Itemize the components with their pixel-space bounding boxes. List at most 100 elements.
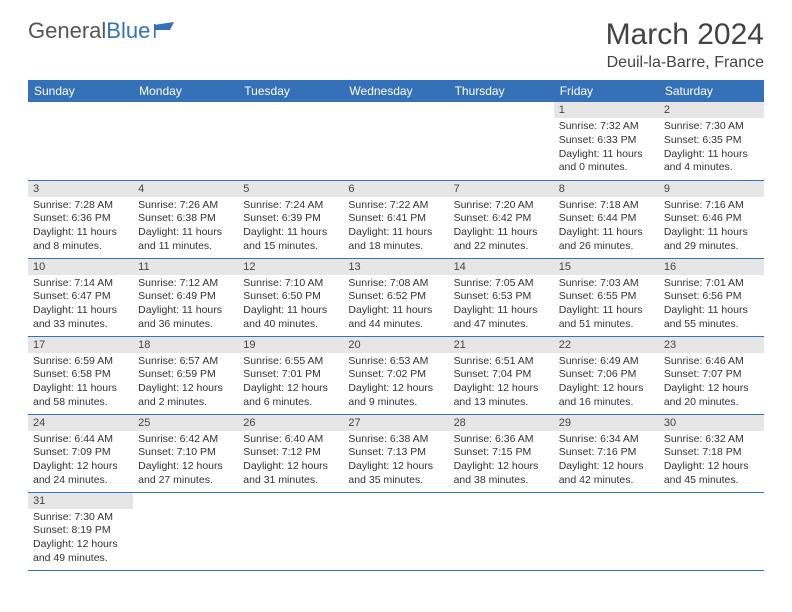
month-title: March 2024: [606, 18, 764, 52]
day-line: and 4 minutes.: [664, 161, 759, 175]
day-line: Sunset: 6:52 PM: [348, 290, 443, 304]
day-number: 7: [449, 181, 554, 197]
day-line: Daylight: 12 hours: [559, 460, 654, 474]
day-line: Sunset: 6:55 PM: [559, 290, 654, 304]
calendar-body: 1Sunrise: 7:32 AMSunset: 6:33 PMDaylight…: [28, 102, 764, 570]
day-line: Sunset: 6:35 PM: [664, 134, 759, 148]
day-line: Sunrise: 6:59 AM: [33, 355, 128, 369]
day-body: Sunrise: 6:44 AMSunset: 7:09 PMDaylight:…: [28, 431, 133, 492]
day-line: Daylight: 12 hours: [454, 382, 549, 396]
calendar-cell: 23Sunrise: 6:46 AMSunset: 7:07 PMDayligh…: [659, 336, 764, 414]
day-line: and 18 minutes.: [348, 240, 443, 254]
day-line: Daylight: 12 hours: [559, 382, 654, 396]
calendar-cell: [554, 492, 659, 570]
day-line: Sunset: 6:42 PM: [454, 212, 549, 226]
day-body: Sunrise: 6:53 AMSunset: 7:02 PMDaylight:…: [343, 353, 448, 414]
day-line: and 13 minutes.: [454, 396, 549, 410]
day-line: and 31 minutes.: [243, 474, 338, 488]
day-line: Sunset: 7:09 PM: [33, 446, 128, 460]
day-line: Sunrise: 7:12 AM: [138, 277, 233, 291]
day-line: Sunset: 6:39 PM: [243, 212, 338, 226]
day-line: and 15 minutes.: [243, 240, 338, 254]
calendar-cell: [343, 492, 448, 570]
day-line: and 33 minutes.: [33, 318, 128, 332]
day-body: Sunrise: 6:36 AMSunset: 7:15 PMDaylight:…: [449, 431, 554, 492]
day-line: Sunset: 6:33 PM: [559, 134, 654, 148]
day-line: and 20 minutes.: [664, 396, 759, 410]
calendar-cell: 28Sunrise: 6:36 AMSunset: 7:15 PMDayligh…: [449, 414, 554, 492]
day-line: Daylight: 12 hours: [138, 460, 233, 474]
day-line: Sunset: 7:13 PM: [348, 446, 443, 460]
calendar-cell: [449, 102, 554, 180]
day-line: Sunrise: 6:36 AM: [454, 433, 549, 447]
logo-text-1: General: [28, 18, 106, 44]
day-line: Sunset: 7:18 PM: [664, 446, 759, 460]
day-line: Sunset: 6:46 PM: [664, 212, 759, 226]
day-line: Sunset: 6:49 PM: [138, 290, 233, 304]
day-number: 22: [554, 337, 659, 353]
day-body: Sunrise: 7:26 AMSunset: 6:38 PMDaylight:…: [133, 197, 238, 258]
day-line: Daylight: 12 hours: [33, 538, 128, 552]
day-number: 19: [238, 337, 343, 353]
calendar-table: SundayMondayTuesdayWednesdayThursdayFrid…: [28, 80, 764, 571]
calendar-cell: 20Sunrise: 6:53 AMSunset: 7:02 PMDayligh…: [343, 336, 448, 414]
day-number: 4: [133, 181, 238, 197]
day-line: Sunset: 6:53 PM: [454, 290, 549, 304]
day-line: Daylight: 11 hours: [664, 148, 759, 162]
day-line: and 22 minutes.: [454, 240, 549, 254]
day-number: 3: [28, 181, 133, 197]
day-line: Sunrise: 6:49 AM: [559, 355, 654, 369]
day-line: Daylight: 12 hours: [138, 382, 233, 396]
day-line: and 36 minutes.: [138, 318, 233, 332]
day-line: Sunrise: 7:18 AM: [559, 199, 654, 213]
day-body: Sunrise: 7:30 AMSunset: 6:35 PMDaylight:…: [659, 118, 764, 179]
day-body: Sunrise: 6:57 AMSunset: 6:59 PMDaylight:…: [133, 353, 238, 414]
day-line: and 29 minutes.: [664, 240, 759, 254]
day-line: and 11 minutes.: [138, 240, 233, 254]
calendar-cell: 11Sunrise: 7:12 AMSunset: 6:49 PMDayligh…: [133, 258, 238, 336]
day-line: Daylight: 11 hours: [559, 304, 654, 318]
day-number: 30: [659, 415, 764, 431]
calendar-cell: 19Sunrise: 6:55 AMSunset: 7:01 PMDayligh…: [238, 336, 343, 414]
day-body: Sunrise: 6:59 AMSunset: 6:58 PMDaylight:…: [28, 353, 133, 414]
day-line: Sunset: 6:58 PM: [33, 368, 128, 382]
day-number: 1: [554, 102, 659, 118]
day-line: Sunrise: 6:40 AM: [243, 433, 338, 447]
day-line: Sunrise: 7:16 AM: [664, 199, 759, 213]
day-number: 13: [343, 259, 448, 275]
day-number: 16: [659, 259, 764, 275]
day-number: 31: [28, 493, 133, 509]
day-number: 8: [554, 181, 659, 197]
calendar-head: SundayMondayTuesdayWednesdayThursdayFrid…: [28, 80, 764, 102]
day-line: Daylight: 12 hours: [454, 460, 549, 474]
calendar-cell: 8Sunrise: 7:18 AMSunset: 6:44 PMDaylight…: [554, 180, 659, 258]
calendar-cell: 6Sunrise: 7:22 AMSunset: 6:41 PMDaylight…: [343, 180, 448, 258]
calendar-cell: 14Sunrise: 7:05 AMSunset: 6:53 PMDayligh…: [449, 258, 554, 336]
day-line: Sunrise: 7:26 AM: [138, 199, 233, 213]
day-line: Sunset: 8:19 PM: [33, 524, 128, 538]
calendar-cell: 25Sunrise: 6:42 AMSunset: 7:10 PMDayligh…: [133, 414, 238, 492]
day-line: Sunrise: 7:01 AM: [664, 277, 759, 291]
calendar-week: 24Sunrise: 6:44 AMSunset: 7:09 PMDayligh…: [28, 414, 764, 492]
logo-text-2: Blue: [106, 18, 150, 44]
day-header: Tuesday: [238, 80, 343, 102]
day-line: and 8 minutes.: [33, 240, 128, 254]
day-line: Sunrise: 6:51 AM: [454, 355, 549, 369]
calendar-cell: 21Sunrise: 6:51 AMSunset: 7:04 PMDayligh…: [449, 336, 554, 414]
day-header: Thursday: [449, 80, 554, 102]
day-body: Sunrise: 6:34 AMSunset: 7:16 PMDaylight:…: [554, 431, 659, 492]
calendar-cell: [343, 102, 448, 180]
day-line: Daylight: 11 hours: [138, 226, 233, 240]
calendar-cell: 31Sunrise: 7:30 AMSunset: 8:19 PMDayligh…: [28, 492, 133, 570]
day-line: Sunset: 7:10 PM: [138, 446, 233, 460]
calendar-week: 31Sunrise: 7:30 AMSunset: 8:19 PMDayligh…: [28, 492, 764, 570]
day-line: Daylight: 12 hours: [243, 382, 338, 396]
calendar-cell: [659, 492, 764, 570]
day-number: 15: [554, 259, 659, 275]
day-line: and 40 minutes.: [243, 318, 338, 332]
calendar-cell: [133, 492, 238, 570]
calendar-cell: [133, 102, 238, 180]
day-line: Daylight: 11 hours: [33, 226, 128, 240]
day-line: Sunset: 6:56 PM: [664, 290, 759, 304]
day-header: Wednesday: [343, 80, 448, 102]
